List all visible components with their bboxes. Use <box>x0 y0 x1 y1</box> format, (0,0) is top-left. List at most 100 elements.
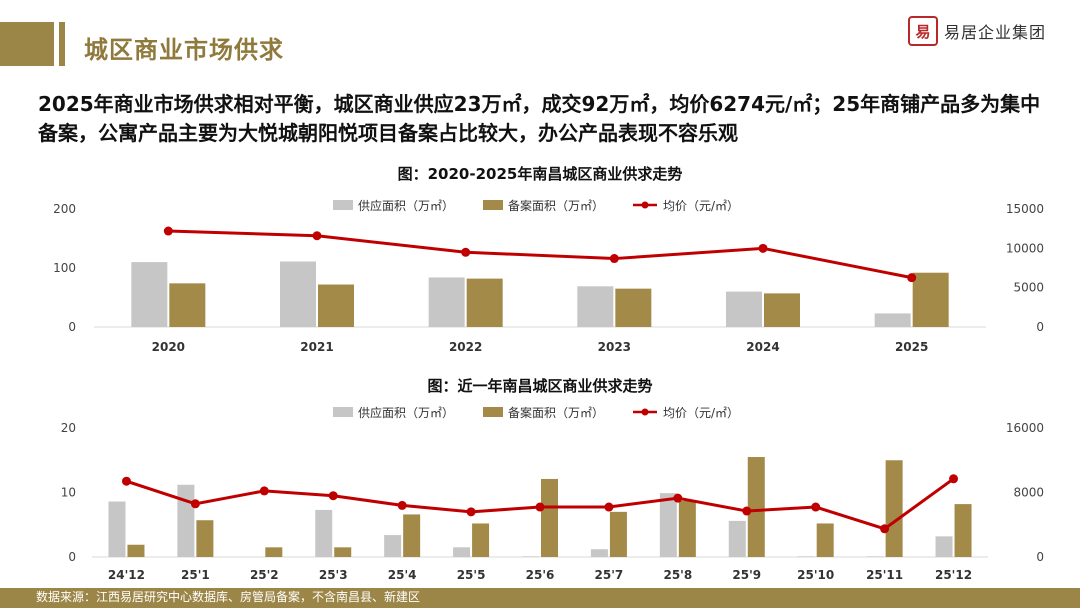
bar-supply <box>590 549 608 557</box>
x-tick-label: 25'10 <box>797 568 834 582</box>
bar-supply <box>522 556 539 557</box>
y-left-tick: 100 <box>53 261 76 275</box>
bar-supply <box>428 277 465 327</box>
bar-record <box>541 478 558 557</box>
price-point <box>466 507 476 517</box>
legend-label: 均价（元/㎡） <box>663 199 739 213</box>
y-right-tick: 0 <box>1036 550 1044 564</box>
bar-record <box>196 520 214 557</box>
legend-label: 供应面积（万㎡） <box>358 405 454 420</box>
logo-seal-icon: 易 <box>907 16 938 46</box>
y-right-tick: 15000 <box>1006 202 1044 216</box>
x-tick-label: 25'8 <box>663 568 692 582</box>
bar-supply <box>874 313 911 327</box>
price-point <box>328 491 338 501</box>
x-tick-label: 25'7 <box>595 568 624 582</box>
bar-record <box>885 460 903 557</box>
bar-supply <box>177 484 195 557</box>
price-point <box>949 474 959 484</box>
bar-supply <box>315 509 333 557</box>
bar-supply <box>935 536 953 557</box>
legend-swatch <box>333 200 353 210</box>
price-point <box>312 231 322 241</box>
bar-record <box>127 544 145 557</box>
legend-label: 备案面积（万㎡） <box>508 198 604 213</box>
price-point <box>880 524 890 534</box>
bar-record <box>609 511 627 557</box>
summary-text: 2025年商业市场供求相对平衡，城区商业供应23万㎡，成交92万㎡，均价6274… <box>38 92 1041 145</box>
annual-supply-demand-chart: 供应面积（万㎡） 备案面积（万㎡） 均价（元/㎡） 0 100 200 0 5000 10000… <box>53 198 1044 354</box>
x-tick-label: 25'1 <box>181 568 210 582</box>
bar-record <box>472 523 490 557</box>
price-point <box>811 502 821 512</box>
header-accent-bar <box>0 22 54 66</box>
y-right-tick: 0 <box>1036 320 1044 334</box>
page-title: 城区商业市场供求 <box>84 36 284 64</box>
price-point <box>259 486 269 496</box>
company-logo: 易 易居企业集团 <box>907 16 1046 46</box>
price-point <box>758 243 768 253</box>
bar-record <box>403 514 421 557</box>
bar-supply <box>131 262 168 327</box>
y-right-tick: 10000 <box>1006 241 1044 255</box>
bar-supply <box>797 556 815 557</box>
price-point <box>163 226 173 236</box>
x-tick-label: 2025 <box>895 340 928 354</box>
bar-supply <box>726 291 762 327</box>
price-line <box>168 229 912 280</box>
chart2-title: 图：近一年南昌城区商业供求走势 <box>427 377 653 395</box>
price-point <box>673 493 683 503</box>
bar-record <box>318 284 354 327</box>
y-left-tick: 20 <box>61 421 76 435</box>
legend-label: 供应面积（万㎡） <box>358 198 454 213</box>
bar-supply <box>577 286 614 327</box>
bar-supply <box>384 535 402 557</box>
y-left-tick: 200 <box>53 202 76 216</box>
bar-record <box>678 500 696 557</box>
legend-swatch <box>333 407 353 417</box>
y-right-tick: 16000 <box>1006 421 1044 435</box>
price-point <box>907 273 917 283</box>
x-tick-label: 2022 <box>449 340 482 354</box>
bar-record <box>912 272 949 327</box>
y-left-tick: 0 <box>68 550 76 564</box>
bar-record <box>169 283 206 327</box>
bar-record <box>334 547 352 557</box>
bar-supply <box>728 520 746 557</box>
monthly-supply-demand-chart: 供应面积（万㎡） 备案面积（万㎡） 均价（元/㎡） 0 10 20 0 8000 16000 24… <box>61 405 1044 582</box>
price-point <box>604 502 614 512</box>
y-left-tick: 10 <box>61 486 76 500</box>
y-right-tick: 8000 <box>1013 486 1044 500</box>
x-tick-label: 25'3 <box>319 568 348 582</box>
price-point <box>535 502 545 512</box>
bar-supply <box>108 501 126 557</box>
bar-record <box>265 547 283 557</box>
price-point <box>397 500 407 510</box>
legend-marker <box>641 408 649 416</box>
x-tick-label: 2024 <box>746 340 779 354</box>
footer-bar <box>0 588 1080 608</box>
legend-marker <box>641 201 649 209</box>
bar-supply <box>659 493 677 557</box>
x-tick-label: 25'5 <box>457 568 486 582</box>
price-point <box>461 247 471 257</box>
legend-swatch <box>483 407 503 417</box>
price-point <box>121 476 131 486</box>
bar-record <box>764 293 800 327</box>
y-left-tick: 0 <box>68 320 76 334</box>
x-tick-label: 2020 <box>152 340 185 354</box>
legend-label: 备案面积（万㎡） <box>508 405 604 420</box>
price-point <box>190 499 200 509</box>
bar-supply <box>453 547 471 557</box>
y-right-tick: 5000 <box>1013 281 1044 295</box>
x-tick-label: 25'11 <box>866 568 903 582</box>
bar-supply <box>866 556 884 557</box>
bar-record <box>615 288 652 327</box>
x-tick-label: 25'4 <box>388 568 417 582</box>
x-tick-label: 25'12 <box>935 568 972 582</box>
bar-record <box>816 523 834 557</box>
legend-swatch <box>483 200 503 210</box>
bar-supply <box>280 261 316 327</box>
x-tick-label: 24'12 <box>108 568 145 582</box>
bar-record <box>954 504 972 557</box>
